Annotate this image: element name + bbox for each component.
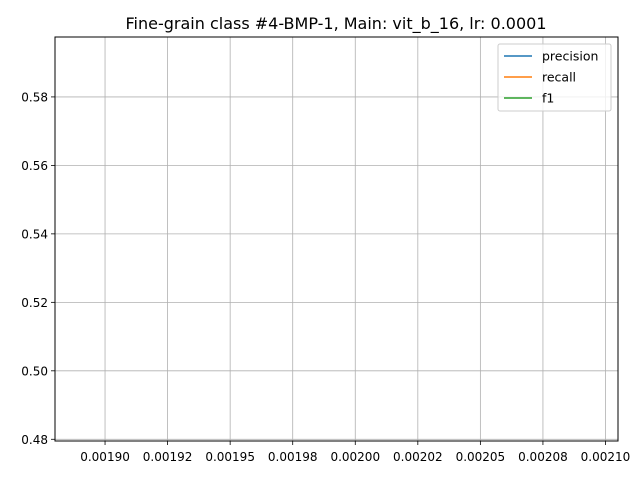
y-tick-label: 0.50 [21, 364, 48, 378]
x-tick-label: 0.00200 [330, 450, 380, 464]
x-axis: 0.00190 0.00192 0.00195 0.00198 0.00200 0.002… [80, 441, 630, 464]
chart-title: Fine-grain class #4-BMP-1, Main: vit_b_1… [126, 14, 547, 34]
x-tick-label: 0.00190 [80, 450, 130, 464]
x-tick-label: 0.00202 [393, 450, 443, 464]
y-tick-label: 0.56 [21, 159, 48, 173]
y-tick-label: 0.54 [21, 227, 48, 241]
x-tick-label: 0.00208 [518, 450, 568, 464]
x-tick-label: 0.00192 [143, 450, 193, 464]
legend: precision recall f1 [497, 43, 612, 112]
y-axis: 0.48 0.50 0.52 0.54 0.56 0.58 [21, 90, 55, 447]
x-tick-label: 0.00210 [581, 450, 631, 464]
x-tick-label: 0.00205 [456, 450, 506, 464]
legend-label-recall: recall [542, 70, 576, 85]
x-tick-label: 0.00195 [205, 450, 255, 464]
legend-label-f1: f1 [542, 91, 554, 106]
y-tick-label: 0.52 [21, 296, 48, 310]
y-tick-label: 0.48 [21, 433, 48, 447]
x-tick-label: 0.00198 [268, 450, 318, 464]
y-tick-label: 0.58 [21, 90, 48, 104]
legend-label-precision: precision [542, 49, 598, 64]
plot-frame [54, 36, 619, 442]
legend-box [497, 43, 612, 112]
